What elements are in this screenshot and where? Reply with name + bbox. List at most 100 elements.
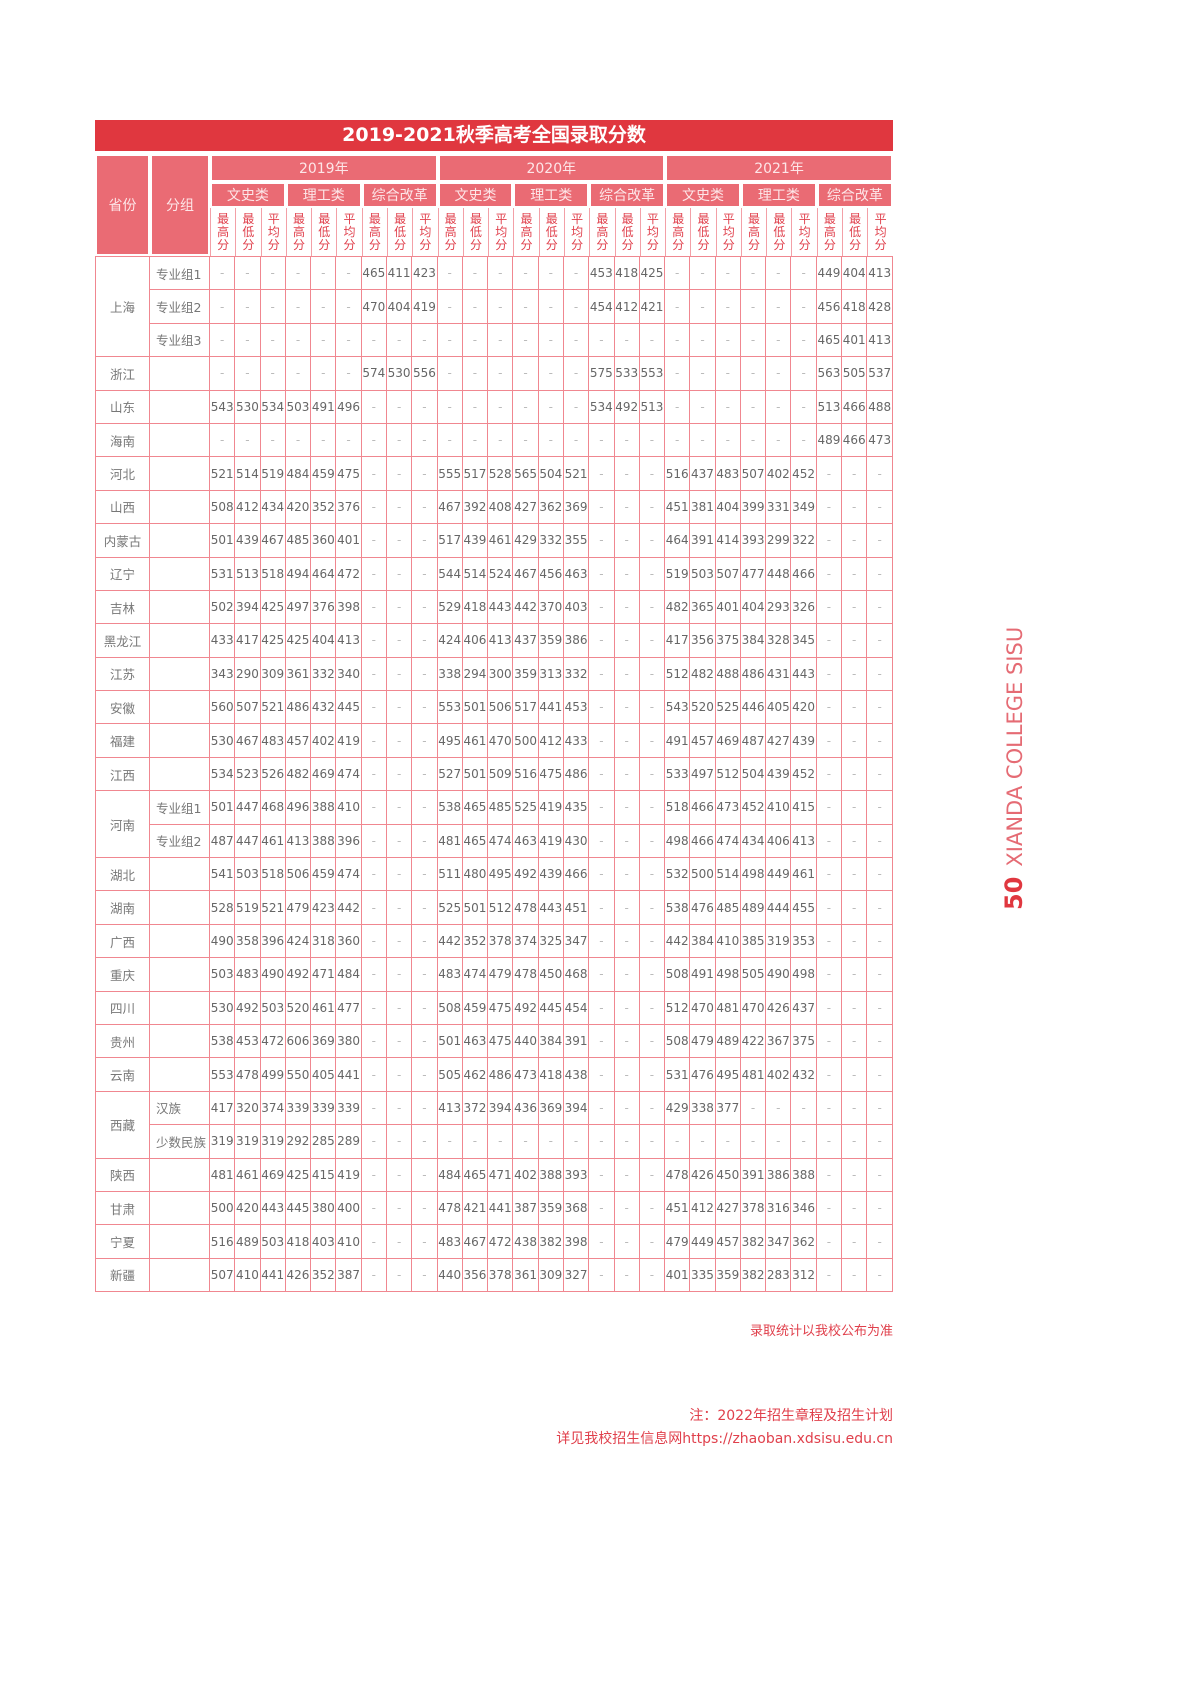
score-cell: - [437, 256, 463, 291]
score-cell: 477 [740, 557, 767, 591]
score-cell: 555 [437, 457, 463, 491]
table-row: 上海 专业组1- - - - - -465 411 423- - - - - -453 418 425- - - -… [95, 256, 893, 358]
score-cell: 518 [260, 557, 286, 591]
score-cell: 489 [816, 423, 843, 458]
score-cell: - [867, 1191, 893, 1226]
province-cell: 广西 [95, 924, 150, 959]
score-cell: 492 [235, 991, 261, 1025]
score-cell: 433 [210, 624, 236, 658]
header-sub: 最低分 [842, 208, 868, 256]
score-cell: 488 [715, 657, 741, 692]
score-cell: - [614, 1125, 640, 1159]
score-cell: - [589, 891, 615, 925]
score-cell: 290 [235, 657, 261, 692]
score-cell: 382 [538, 1225, 564, 1259]
header-row-categories: 文史类 理工类 综合改革 文史类 理工类 综合改革 文史类 理工类 综合改革 [95, 182, 893, 208]
score-cell: 429 [513, 524, 539, 558]
score-cell: 410 [766, 791, 792, 825]
score-cell: - [614, 958, 640, 992]
header-sub-label: 最低分 [394, 211, 407, 252]
score-cell: 404 [740, 590, 767, 625]
province-cell: 辽宁 [95, 557, 150, 591]
score-cell: - [513, 1125, 539, 1159]
score-cell: - [412, 557, 438, 591]
score-cell: - [589, 323, 615, 358]
score-cell: 425 [285, 1158, 312, 1192]
score-cell: - [386, 924, 413, 959]
score-cell: 404 [715, 490, 741, 525]
group-cell [150, 1058, 210, 1092]
score-cell: - [690, 256, 716, 291]
score-cell: - [614, 490, 640, 525]
score-cell: - [361, 791, 387, 825]
group-cell [150, 991, 210, 1025]
score-cell: - [614, 323, 640, 358]
score-cell: 361 [285, 657, 312, 692]
score-cell: 503 [210, 958, 236, 992]
score-cell: 481 [437, 824, 463, 859]
table-row: 陕西 481 461 469 425 415 419- - -484 465 471 402 388 39… [95, 1158, 893, 1192]
score-cell: - [791, 357, 817, 391]
score-cell: - [842, 757, 868, 792]
score-cell: - [361, 557, 387, 591]
table-row: 江苏 343 290 309 361 332 340- - -338 294 300 359 313 33… [95, 657, 893, 692]
header-sub-label: 最高分 [292, 211, 305, 252]
table-row: 安徽 560 507 521 486 432 445- - -553 501 506 517 441 45… [95, 691, 893, 725]
score-cell: 448 [766, 557, 792, 591]
score-cell: - [589, 724, 615, 758]
score-cell: - [589, 423, 615, 458]
score-cell: 484 [336, 958, 362, 992]
score-cell: 355 [563, 524, 590, 558]
score-cell: - [412, 423, 438, 458]
score-cell: 470 [361, 290, 387, 324]
score-cell: - [311, 256, 337, 291]
score-cell: 489 [715, 1024, 741, 1059]
score-cell: 467 [437, 490, 463, 525]
score-cell: - [513, 323, 539, 358]
header-province: 省份 [95, 154, 150, 256]
score-cell: 503 [285, 390, 312, 424]
table-row: 重庆 503 483 490 492 471 484- - -483 474 479 478 450 46… [95, 958, 893, 992]
score-cell: - [867, 1058, 893, 1092]
header-sub: 最低分 [311, 208, 337, 256]
score-cell: - [336, 357, 362, 391]
score-cell: 388 [791, 1158, 817, 1192]
score-cell: - [816, 1125, 843, 1159]
score-cell: - [412, 1125, 438, 1159]
score-cell: 402 [513, 1158, 539, 1192]
score-cell: 331 [766, 490, 792, 525]
score-cell: - [462, 357, 489, 391]
score-cell: 319 [210, 1125, 236, 1159]
score-cell: 372 [462, 1091, 489, 1126]
table-row: 少数民族 319 319 319 292 285 289- - - - - - - - - - - - - - - - - -… [95, 1125, 893, 1159]
score-cell: 360 [336, 924, 362, 959]
score-cell: 475 [488, 1024, 514, 1059]
score-cell: - [386, 323, 413, 358]
score-cell: 402 [766, 1058, 792, 1092]
score-cell: 418 [462, 590, 489, 625]
score-cell: 497 [285, 590, 312, 625]
disclaimer-note: 录取统计以我校公布为准 [749, 1324, 893, 1339]
group-cell [150, 357, 210, 391]
score-cell: - [361, 891, 387, 925]
score-cell: 497 [690, 757, 716, 792]
score-cell: 538 [437, 791, 463, 825]
score-cell: - [210, 323, 236, 358]
score-cell: - [538, 323, 564, 358]
score-cell: - [842, 524, 868, 558]
score-cell: - [589, 524, 615, 558]
group-cell [150, 724, 210, 758]
score-cell: - [816, 891, 843, 925]
score-cell: 447 [235, 824, 261, 859]
score-cell: 325 [538, 924, 564, 959]
score-cell: 469 [715, 724, 741, 758]
score-cell: - [260, 423, 286, 458]
province-cell: 湖北 [95, 858, 150, 892]
score-cell: - [639, 1024, 666, 1059]
score-cell: - [740, 256, 767, 291]
score-cell: - [412, 1091, 438, 1126]
score-cell: 413 [437, 1091, 463, 1126]
table-row: 福建 530 467 483 457 402 419- - -495 461 470 500 412 43… [95, 724, 893, 758]
table-row: 甘肃 500 420 443 445 380 400- - -478 421 441 387 359 36… [95, 1191, 893, 1226]
group-cell [150, 1258, 210, 1293]
